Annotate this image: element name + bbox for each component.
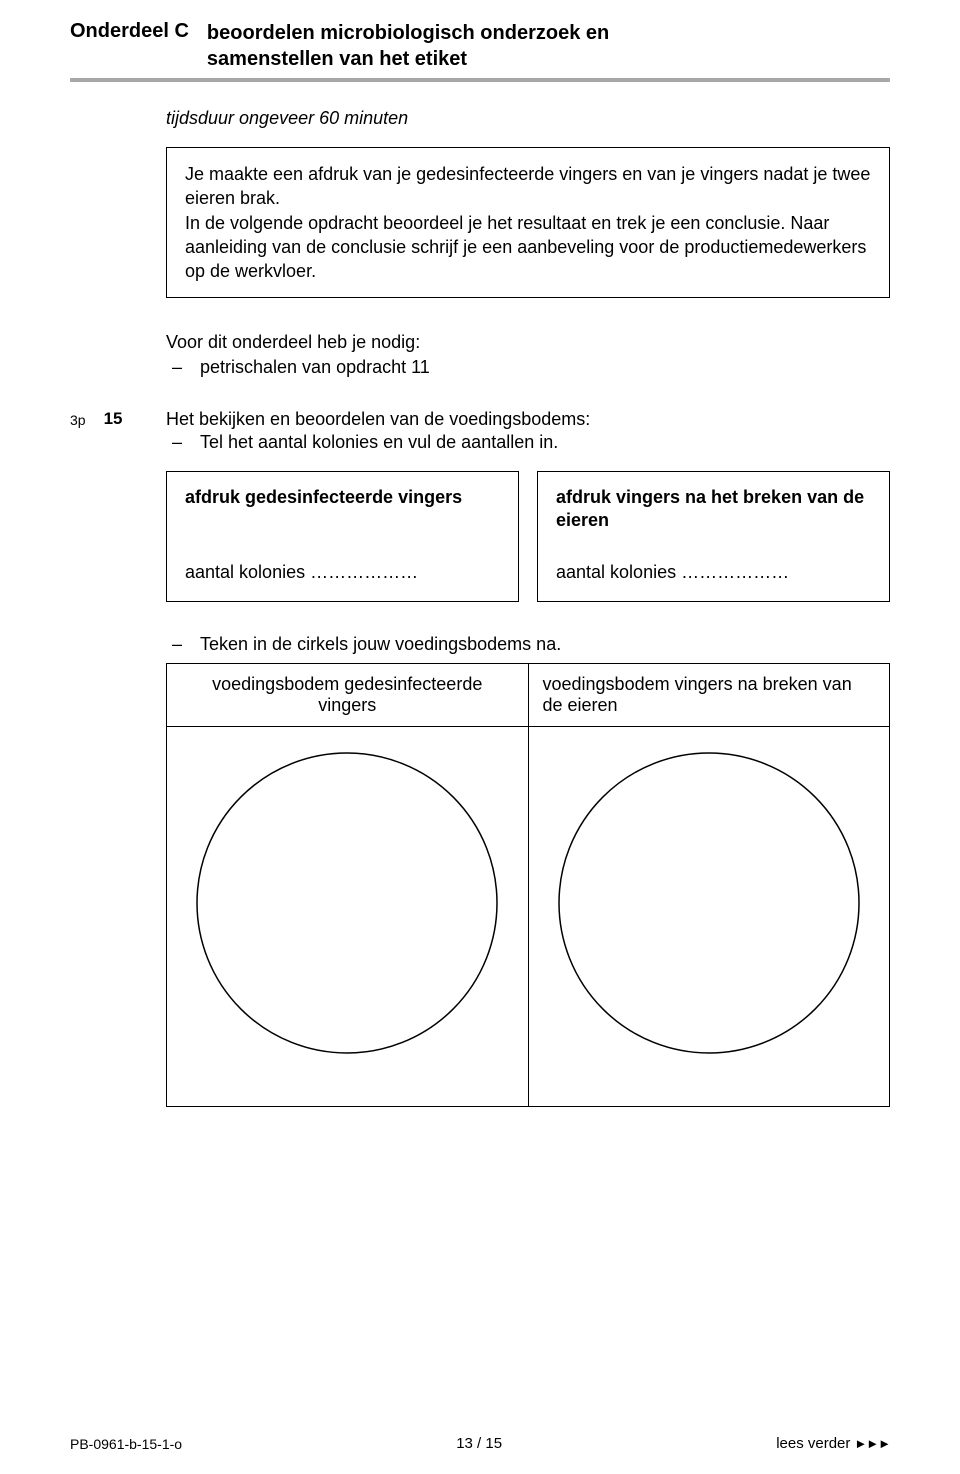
count-box-left-title: afdruk gedesinfecteerde vingers — [185, 486, 500, 534]
section-title-line1: beoordelen microbiologisch onderzoek en — [207, 22, 609, 44]
count-box-right-title: afdruk vingers na het breken van de eier… — [556, 486, 871, 534]
footer-continue-text: lees verder — [776, 1435, 850, 1452]
section-label: Onderdeel C — [70, 20, 189, 43]
draw-instruction-list: Teken in de cirkels jouw voedingsbodems … — [166, 632, 890, 657]
time-note: tijdsduur ongeveer 60 minuten — [166, 108, 890, 129]
question-body: Het bekijken en beoordelen van de voedin… — [166, 409, 890, 455]
section-title: beoordelen microbiologisch onderzoek en … — [207, 20, 609, 72]
answer-area: afdruk gedesinfecteerde vingers aantal k… — [166, 471, 890, 1107]
circle-table-wrap: voedingsbodem gedesinfecteerde vingers v… — [166, 663, 890, 1107]
question-number: 15 — [104, 409, 123, 429]
content-body: tijdsduur ongeveer 60 minuten Je maakte … — [166, 108, 890, 381]
needs-item: petrischalen van opdracht 11 — [166, 355, 890, 380]
page-footer: PB-0961-b-15-1-o 13 / 15 lees verder ►►► — [70, 1435, 890, 1452]
circle-head-right: voedingsbodem vingers na breken van de e… — [528, 664, 890, 727]
circle-cell-left — [167, 727, 529, 1107]
intro-para2: In de volgende opdracht beoordeel je het… — [185, 211, 871, 284]
circle-table: voedingsbodem gedesinfecteerde vingers v… — [166, 663, 890, 1107]
circle-left — [187, 743, 507, 1063]
circle-head-left: voedingsbodem gedesinfecteerde vingers — [167, 664, 529, 727]
points-label: 3p — [70, 409, 86, 428]
divider-thick — [70, 78, 890, 82]
question-text: Het bekijken en beoordelen van de voedin… — [166, 409, 890, 430]
intro-para1: Je maakte een afdruk van je gedesinfecte… — [185, 162, 871, 211]
section-header: Onderdeel C beoordelen microbiologisch o… — [70, 20, 890, 72]
question-margin: 3p 15 — [70, 409, 166, 429]
circle-right — [549, 743, 869, 1063]
question-bullets: Tel het aantal kolonies en vul de aantal… — [166, 430, 890, 455]
circle-cell-right — [528, 727, 890, 1107]
section-title-line2: samenstellen van het etiket — [207, 48, 467, 70]
count-box-right: afdruk vingers na het breken van de eier… — [537, 471, 890, 602]
needs-block: Voor dit onderdeel heb je nodig: petrisc… — [166, 332, 890, 380]
footer-continue: lees verder ►►► — [776, 1435, 890, 1452]
footer-page-number: 13 / 15 — [456, 1435, 502, 1452]
arrow-right-icon: ►►► — [854, 1436, 890, 1451]
intro-box: Je maakte een afdruk van je gedesinfecte… — [166, 147, 890, 298]
draw-instruction: Teken in de cirkels jouw voedingsbodems … — [166, 632, 890, 657]
count-box-right-line: aantal kolonies ……………… — [556, 562, 871, 583]
footer-doc-code: PB-0961-b-15-1-o — [70, 1436, 182, 1452]
question-bullet: Tel het aantal kolonies en vul de aantal… — [166, 430, 890, 455]
question-15-row: 3p 15 Het bekijken en beoordelen van de … — [70, 409, 890, 455]
needs-heading: Voor dit onderdeel heb je nodig: — [166, 332, 890, 353]
needs-list: petrischalen van opdracht 11 — [166, 355, 890, 380]
count-box-left: afdruk gedesinfecteerde vingers aantal k… — [166, 471, 519, 602]
count-box-left-line: aantal kolonies ……………… — [185, 562, 500, 583]
count-boxes-row: afdruk gedesinfecteerde vingers aantal k… — [166, 471, 890, 602]
